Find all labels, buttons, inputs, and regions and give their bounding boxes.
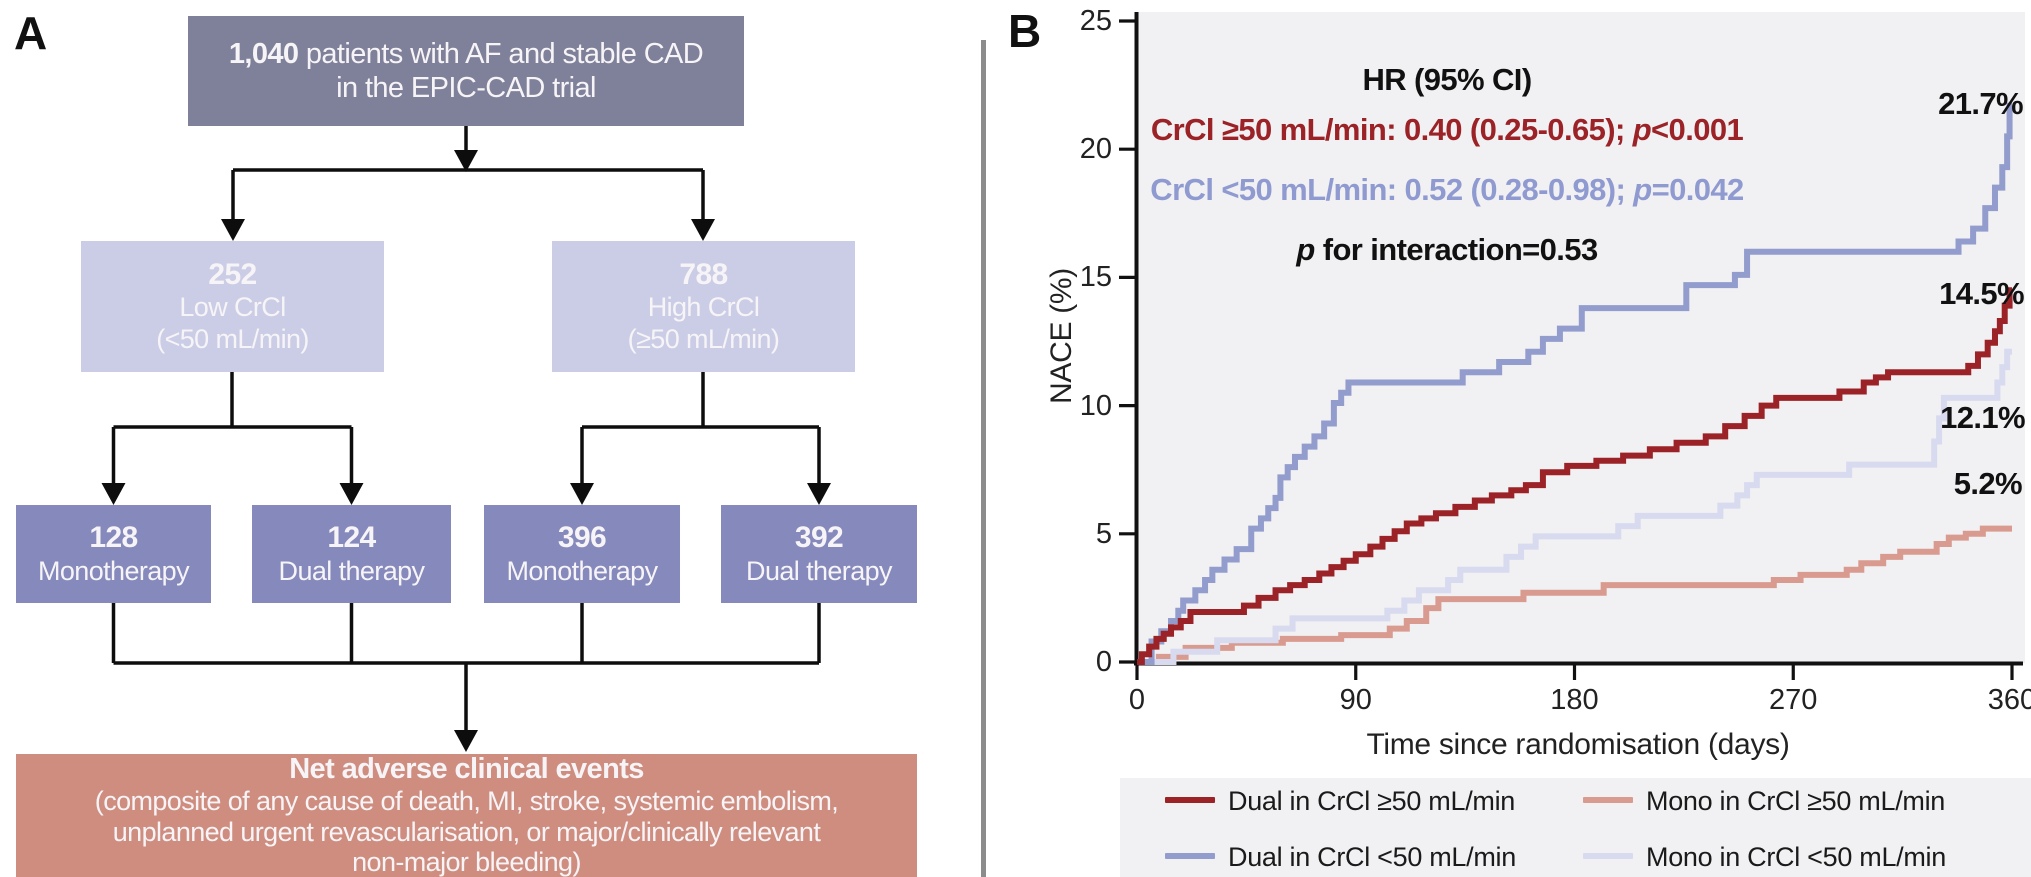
label: High CrCl bbox=[647, 292, 760, 323]
y-tick-label: 20 bbox=[1079, 133, 1112, 166]
legend-swatch-dual-high bbox=[1165, 797, 1215, 803]
p-interaction: p for interaction=0.53 bbox=[1296, 232, 1598, 267]
legend bbox=[1120, 778, 2031, 877]
flow-box-high-crcl: 788 High CrCl (≥50 mL/min) bbox=[552, 241, 855, 372]
x-tick-label: 0 bbox=[1128, 684, 1146, 716]
flow-box-dualtherapy-low: 124 Dual therapy bbox=[252, 505, 451, 603]
count: 396 bbox=[557, 521, 607, 555]
legend-label-dual-low: Dual in CrCl <50 mL/min bbox=[1228, 842, 1516, 872]
flow-box-line: 1,040 patients with AF and stable CAD bbox=[228, 37, 704, 70]
sublabel: (<50 mL/min) bbox=[156, 324, 309, 355]
flow-box-monotherapy-high: 396 Monotherapy bbox=[484, 505, 680, 603]
panel-b-label: B bbox=[1008, 5, 1041, 57]
y-tick-label: 25 bbox=[1079, 5, 1112, 37]
km-curves bbox=[1119, 12, 2023, 680]
y-tick-label: 0 bbox=[1095, 646, 1112, 678]
count: 128 bbox=[89, 521, 138, 555]
legend-label-mono-low: Mono in CrCl <50 mL/min bbox=[1646, 842, 1946, 872]
count: 788 bbox=[679, 257, 728, 291]
label: Low CrCl bbox=[179, 292, 286, 323]
hr-low-crcl: CrCl <50 mL/min: 0.52 (0.28-0.98); p=0.0… bbox=[1150, 172, 1744, 207]
legend-swatch-dual-low bbox=[1165, 853, 1215, 859]
plot-area bbox=[1135, 12, 2025, 663]
flow-connectors bbox=[111, 126, 821, 731]
count: 252 bbox=[208, 257, 257, 291]
end-label-dual-high: 14.5% bbox=[1939, 276, 2025, 311]
label: Dual therapy bbox=[278, 555, 425, 586]
flow-arrowheads bbox=[101, 150, 831, 752]
count: 392 bbox=[794, 521, 844, 555]
y-tick-label: 5 bbox=[1095, 517, 1112, 550]
x-tick-label: 180 bbox=[1550, 684, 1599, 716]
legend-swatch-mono-low bbox=[1583, 853, 1633, 859]
flow-box-line: in the EPIC-CAD trial bbox=[336, 72, 596, 104]
legend-label-dual-high: Dual in CrCl ≥50 mL/min bbox=[1228, 786, 1516, 816]
label: Monotherapy bbox=[506, 555, 659, 586]
label: Dual therapy bbox=[746, 555, 892, 586]
outcome-line: non-major bleeding) bbox=[352, 847, 581, 877]
hr-high-crcl: CrCl ≥50 mL/min: 0.40 (0.25-0.65); p<0.0… bbox=[1150, 112, 1744, 147]
x-tick-label: 270 bbox=[1769, 684, 1818, 716]
panel-a-label: A bbox=[14, 7, 47, 59]
flow-box-monotherapy-low: 128 Monotherapy bbox=[16, 505, 211, 603]
panel-divider bbox=[981, 40, 986, 877]
x-axis-title: Time since randomisation (days) bbox=[1366, 728, 1790, 761]
flow-box-dualtherapy-high: 392 Dual therapy bbox=[721, 505, 917, 603]
x-tick-label: 90 bbox=[1339, 684, 1372, 716]
outcome-line: (composite of any cause of death, MI, st… bbox=[94, 785, 839, 816]
outcome-title: Net adverse clinical events bbox=[289, 752, 644, 785]
legend-label-mono-high: Mono in CrCl ≥50 mL/min bbox=[1646, 786, 1946, 816]
flow-box-total-patients: 1,040 patients with AF and stable CAD in… bbox=[188, 16, 744, 126]
end-label-mono-low: 12.1% bbox=[1940, 400, 2026, 435]
end-label-dual-low: 21.7% bbox=[1938, 86, 2024, 121]
hr-title: HR (95% CI) bbox=[1362, 62, 1532, 97]
x-tick-label: 360 bbox=[1987, 684, 2031, 716]
flow-box-low-crcl: 252 Low CrCl (<50 mL/min) bbox=[81, 241, 384, 372]
y-tick-label: 15 bbox=[1079, 261, 1112, 294]
label: Monotherapy bbox=[38, 555, 190, 586]
y-tick-label: 10 bbox=[1079, 389, 1112, 422]
outcome-line: unplanned urgent revascularisation, or m… bbox=[112, 816, 821, 847]
end-label-mono-high: 5.2% bbox=[1953, 466, 2023, 501]
count: 124 bbox=[327, 521, 376, 555]
flow-box-outcome: Net adverse clinical events (composite o… bbox=[16, 752, 917, 877]
sublabel: (≥50 mL/min) bbox=[627, 324, 780, 355]
legend-swatch-mono-high bbox=[1583, 797, 1633, 803]
